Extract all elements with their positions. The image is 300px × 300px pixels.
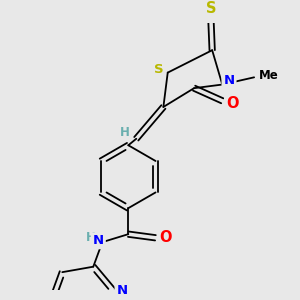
Text: S: S <box>154 63 163 76</box>
Text: S: S <box>206 1 216 16</box>
Text: N: N <box>224 74 235 87</box>
Text: N: N <box>116 284 128 297</box>
Text: H: H <box>86 231 96 244</box>
Text: Me: Me <box>259 70 279 83</box>
Text: H: H <box>120 126 130 140</box>
Text: N: N <box>93 234 104 247</box>
Text: O: O <box>226 96 239 111</box>
Text: O: O <box>159 230 172 245</box>
